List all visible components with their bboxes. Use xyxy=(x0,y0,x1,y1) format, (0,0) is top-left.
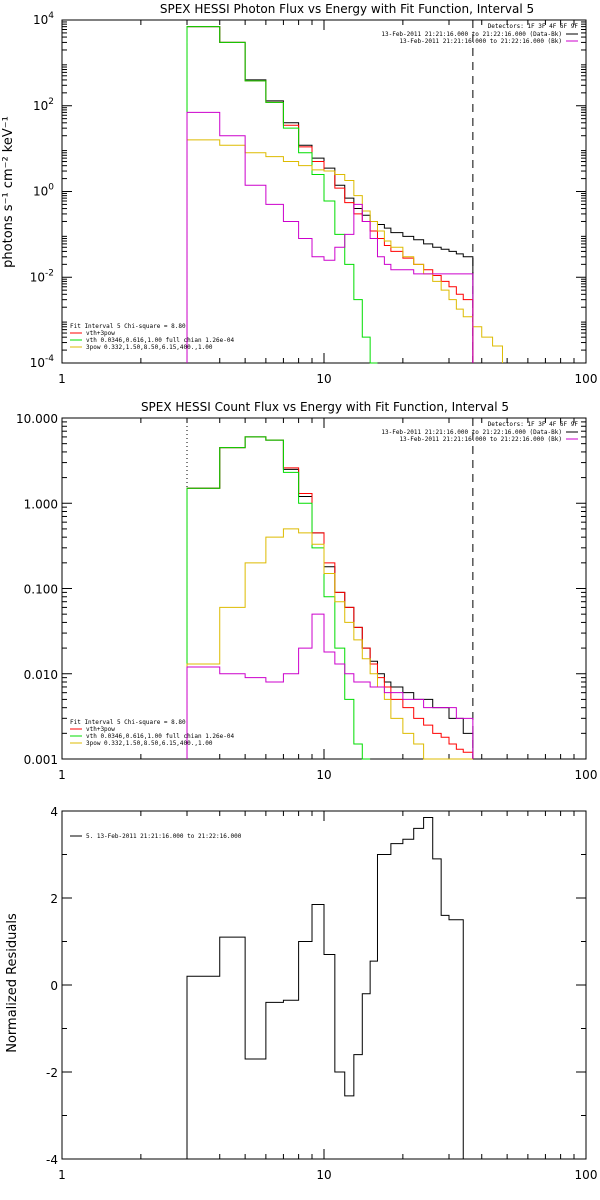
fit-legend-header: Fit Interval 5 Chi-square = 8.80 xyxy=(70,323,186,330)
y-tick-label: 10.000 xyxy=(16,412,58,426)
x-tick-label: 100 xyxy=(575,1168,598,1182)
fit-legend-entry: vth 0.0346,0.616,1.00 full chian 1.26e-0… xyxy=(86,733,234,740)
x-tick-label: 1 xyxy=(58,372,66,386)
count-flux-title: SPEX HESSI Count Flux vs Energy with Fit… xyxy=(141,400,509,414)
x-tick-label: 10 xyxy=(316,768,331,782)
series-vth-3pow xyxy=(186,436,474,759)
series-vth xyxy=(186,436,371,760)
x-tick-label: 10 xyxy=(316,1168,331,1182)
y-tick-label: 1.000 xyxy=(24,497,58,511)
y-tick-label: 0 xyxy=(50,979,58,993)
series-vth-3pow xyxy=(186,26,474,363)
count-flux-panel: SPEX HESSI Count Flux vs Energy with Fit… xyxy=(16,400,597,782)
y-tick-label: 10-2 xyxy=(30,268,54,284)
fit-legend-entry: vth+3pow xyxy=(86,726,115,733)
fit-legend-entry: vth+3pow xyxy=(86,330,115,337)
series-data-bk xyxy=(186,26,474,363)
fit-legend-entry: 3pow 0.332,1.50,8.50,6.15,400.,1.00 xyxy=(86,344,213,351)
series-data-bk xyxy=(186,436,474,759)
y-tick-label: 100 xyxy=(33,183,54,199)
series-bk xyxy=(186,111,474,363)
photon-flux-title: SPEX HESSI Photon Flux vs Energy with Fi… xyxy=(160,2,534,16)
legend-entry: 13-Feb-2011 21:21:16.000 to 21:22:16.000… xyxy=(381,31,562,38)
y-tick-label: 4 xyxy=(50,805,58,819)
x-tick-label: 100 xyxy=(575,768,598,782)
legend-entry: 13-Feb-2011 21:21:16.000 to 21:22:16.000… xyxy=(399,436,562,443)
fit-legend-header: Fit Interval 5 Chi-square = 8.80 xyxy=(70,719,186,726)
residuals-panel: Normalized Residuals 1 10 100 -4 -2 0 2 4 5. 13-… xyxy=(5,805,597,1182)
series-5-13-feb-2011-21-21-16-000-to-21-22-16-000 xyxy=(186,817,464,1159)
y-tick-label: 2 xyxy=(50,892,58,906)
y-tick-label: 0.100 xyxy=(24,583,58,597)
fit-legend-entry: vth 0.0346,0.616,1.00 full chian 1.26e-0… xyxy=(86,337,234,344)
y-tick-label: -2 xyxy=(46,1066,58,1080)
series-vth xyxy=(186,26,378,364)
legend-entry: 13-Feb-2011 21:21:16.000 to 21:22:16.000… xyxy=(381,429,562,436)
x-tick-label: 10 xyxy=(316,372,331,386)
x-tick-label: 1 xyxy=(58,1168,66,1182)
legend-header: Detectors: 1F 3F 4F 6F 9F xyxy=(488,421,579,428)
photon-flux-panel: SPEX HESSI Photon Flux vs Energy with Fi… xyxy=(1,2,597,386)
series-3pow xyxy=(186,139,503,363)
y-tick-label: 102 xyxy=(33,97,54,113)
fit-legend-entry: 3pow 0.332,1.50,8.50,6.15,400.,1.00 xyxy=(86,740,213,747)
plot-frame xyxy=(61,810,587,1160)
x-tick-label: 1 xyxy=(58,768,66,782)
series-3pow xyxy=(186,528,473,760)
series-bk xyxy=(186,613,474,759)
residuals-ylabel: Normalized Residuals xyxy=(5,913,20,1053)
y-tick-label: 0.010 xyxy=(24,668,58,682)
y-tick-label: -4 xyxy=(46,1153,58,1167)
y-tick-label: 10-4 xyxy=(30,354,55,370)
photon-flux-ylabel: photons s⁻¹ cm⁻² keV⁻¹ xyxy=(1,116,16,268)
legend-entry: 13-Feb-2011 21:21:16.000 to 21:22:16.000… xyxy=(399,38,562,45)
legend-header: Detectors: 1F 3F 4F 6F 9F xyxy=(488,23,579,30)
y-tick-label: 104 xyxy=(33,11,54,27)
y-tick-label: 0.001 xyxy=(24,753,58,767)
x-tick-label: 100 xyxy=(575,372,598,386)
legend-entry: 5. 13-Feb-2011 21:21:16.000 to 21:22:16.… xyxy=(86,833,242,840)
